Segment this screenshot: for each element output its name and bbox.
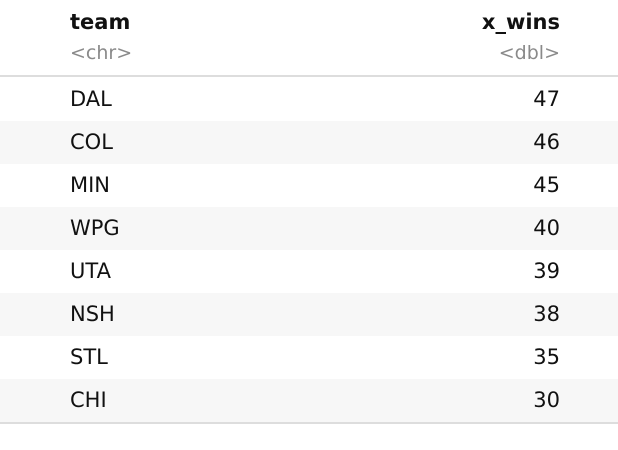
table-row: CHI 30 <box>0 379 618 422</box>
table-row: WPG 40 <box>0 207 618 250</box>
table-bottom-border <box>0 422 618 424</box>
table-cell: 35 <box>533 345 560 369</box>
table-cell: 38 <box>533 302 560 326</box>
table-row: MIN 45 <box>0 164 618 207</box>
table-row: UTA 39 <box>0 250 618 293</box>
table-cell: MIN <box>70 173 111 197</box>
table-cell: 30 <box>533 388 560 412</box>
column-name: team <box>70 10 131 34</box>
table-row: NSH 38 <box>0 293 618 336</box>
table-cell: 46 <box>533 130 560 154</box>
column-name: x_wins <box>481 10 560 34</box>
table-cell: 45 <box>533 173 560 197</box>
table-cell: 40 <box>533 216 560 240</box>
table-cell: 39 <box>533 259 560 283</box>
table-cell: CHI <box>70 388 107 412</box>
table-row: COL 46 <box>0 121 618 164</box>
table-cell: WPG <box>70 216 120 240</box>
table-row: STL 35 <box>0 336 618 379</box>
column-type: <dbl> <box>498 42 560 64</box>
column-type: <chr> <box>70 42 133 64</box>
table-header: team <chr> x_wins <dbl> <box>0 0 618 77</box>
table-cell: DAL <box>70 87 112 111</box>
table-cell: COL <box>70 130 113 154</box>
table-row: DAL 47 <box>0 78 618 121</box>
table-cell: 47 <box>533 87 560 111</box>
table-cell: UTA <box>70 259 111 283</box>
table-cell: NSH <box>70 302 115 326</box>
table-cell: STL <box>70 345 108 369</box>
